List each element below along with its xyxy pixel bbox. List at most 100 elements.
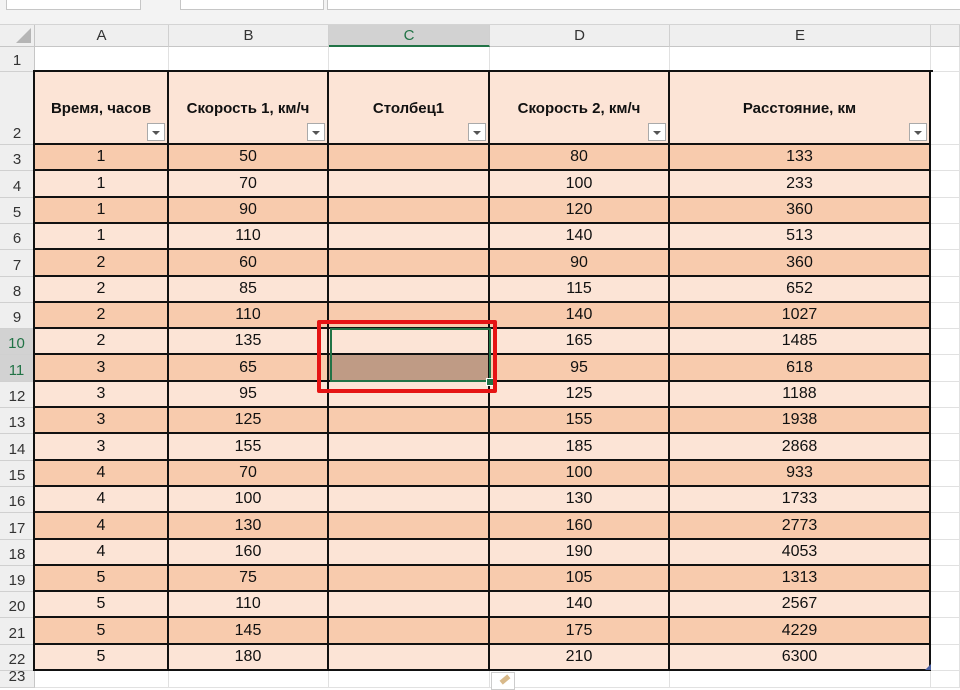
cell[interactable] [169,671,329,688]
table-cell[interactable]: 1 [35,224,169,250]
row-header-15[interactable]: 15 [0,461,35,487]
cell[interactable] [931,277,960,303]
table-cell[interactable]: 125 [169,408,329,434]
table-cell[interactable]: 652 [670,277,931,303]
cell[interactable] [329,47,490,72]
table-cell[interactable]: 618 [670,355,931,382]
table-cell[interactable]: 50 [169,145,329,171]
table-cell[interactable]: 1938 [670,408,931,434]
table-cell[interactable] [329,540,490,566]
table-cell[interactable]: 1 [35,198,169,224]
table-cell[interactable]: 2 [35,250,169,277]
table-cell[interactable]: 140 [490,224,670,250]
row-header-4[interactable]: 4 [0,171,35,198]
table-cell[interactable]: 5 [35,645,169,671]
row-header-12[interactable]: 12 [0,382,35,408]
table-cell[interactable]: 155 [490,408,670,434]
table-cell[interactable]: 4 [35,487,169,513]
cell[interactable] [931,171,960,198]
cell[interactable] [931,592,960,618]
cell[interactable] [931,329,960,355]
row-header-21[interactable]: 21 [0,618,35,645]
table-cell[interactable] [329,198,490,224]
cell[interactable] [931,250,960,277]
cell[interactable] [931,198,960,224]
table-header-A[interactable]: Время, часов [35,72,169,145]
table-cell[interactable]: 1 [35,145,169,171]
table-cell[interactable]: 1485 [670,329,931,355]
cell[interactable] [931,355,960,382]
table-cell[interactable]: 90 [169,198,329,224]
table-cell[interactable]: 2 [35,329,169,355]
row-header-20[interactable]: 20 [0,592,35,618]
cell[interactable] [931,145,960,171]
table-cell[interactable] [329,329,490,355]
row-header-16[interactable]: 16 [0,487,35,513]
name-box[interactable] [6,0,141,10]
cell[interactable] [931,566,960,592]
table-header-D[interactable]: Скорость 2, км/ч [490,72,670,145]
row-header-19[interactable]: 19 [0,566,35,592]
cell[interactable] [490,47,670,72]
cell[interactable] [931,645,960,671]
column-header-F[interactable] [931,25,960,47]
cell[interactable] [931,303,960,329]
table-cell[interactable]: 95 [490,355,670,382]
table-cell[interactable] [329,487,490,513]
table-cell[interactable]: 2 [35,277,169,303]
table-cell[interactable]: 1313 [670,566,931,592]
cell[interactable] [931,618,960,645]
row-header-18[interactable]: 18 [0,540,35,566]
table-cell[interactable]: 190 [490,540,670,566]
table-cell[interactable]: 115 [490,277,670,303]
cell[interactable] [931,513,960,540]
row-header-9[interactable]: 9 [0,303,35,329]
cell[interactable] [931,434,960,461]
row-header-17[interactable]: 17 [0,513,35,540]
row-header-3[interactable]: 3 [0,145,35,171]
table-cell[interactable]: 3 [35,434,169,461]
row-header-11[interactable]: 11 [0,355,35,382]
row-header-2[interactable]: 2 [0,72,35,145]
row-header-10[interactable]: 10 [0,329,35,355]
table-cell[interactable] [329,408,490,434]
column-header-C[interactable]: C [329,25,490,47]
filter-dropdown-icon[interactable] [147,123,165,141]
table-cell[interactable]: 2868 [670,434,931,461]
table-cell[interactable]: 135 [169,329,329,355]
table-cell[interactable]: 4053 [670,540,931,566]
row-header-6[interactable]: 6 [0,224,35,250]
table-cell[interactable] [329,224,490,250]
table-cell[interactable] [329,382,490,408]
cell[interactable] [35,671,169,688]
cell[interactable] [35,47,169,72]
column-header-A[interactable]: A [35,25,169,47]
select-all-button[interactable] [0,25,35,47]
table-cell[interactable]: 90 [490,250,670,277]
table-cell[interactable]: 120 [490,198,670,224]
table-cell[interactable]: 933 [670,461,931,487]
table-cell[interactable]: 180 [169,645,329,671]
filter-dropdown-icon[interactable] [307,123,325,141]
table-cell[interactable]: 155 [169,434,329,461]
table-cell[interactable]: 70 [169,461,329,487]
table-header-B[interactable]: Скорость 1, км/ч [169,72,329,145]
table-cell[interactable]: 4 [35,540,169,566]
table-header-E[interactable]: Расстояние, км [670,72,931,145]
cell[interactable] [931,671,960,688]
cell[interactable] [931,224,960,250]
table-cell[interactable]: 70 [169,171,329,198]
table-cell[interactable] [329,645,490,671]
table-cell[interactable]: 4229 [670,618,931,645]
table-cell[interactable]: 4 [35,461,169,487]
table-cell[interactable]: 140 [490,592,670,618]
table-cell[interactable]: 160 [169,540,329,566]
table-cell[interactable]: 165 [490,329,670,355]
table-cell[interactable]: 2 [35,303,169,329]
table-cell[interactable]: 80 [490,145,670,171]
column-header-D[interactable]: D [490,25,670,47]
table-cell[interactable]: 185 [490,434,670,461]
table-cell[interactable]: 85 [169,277,329,303]
table-cell[interactable]: 1 [35,171,169,198]
table-cell[interactable]: 110 [169,592,329,618]
